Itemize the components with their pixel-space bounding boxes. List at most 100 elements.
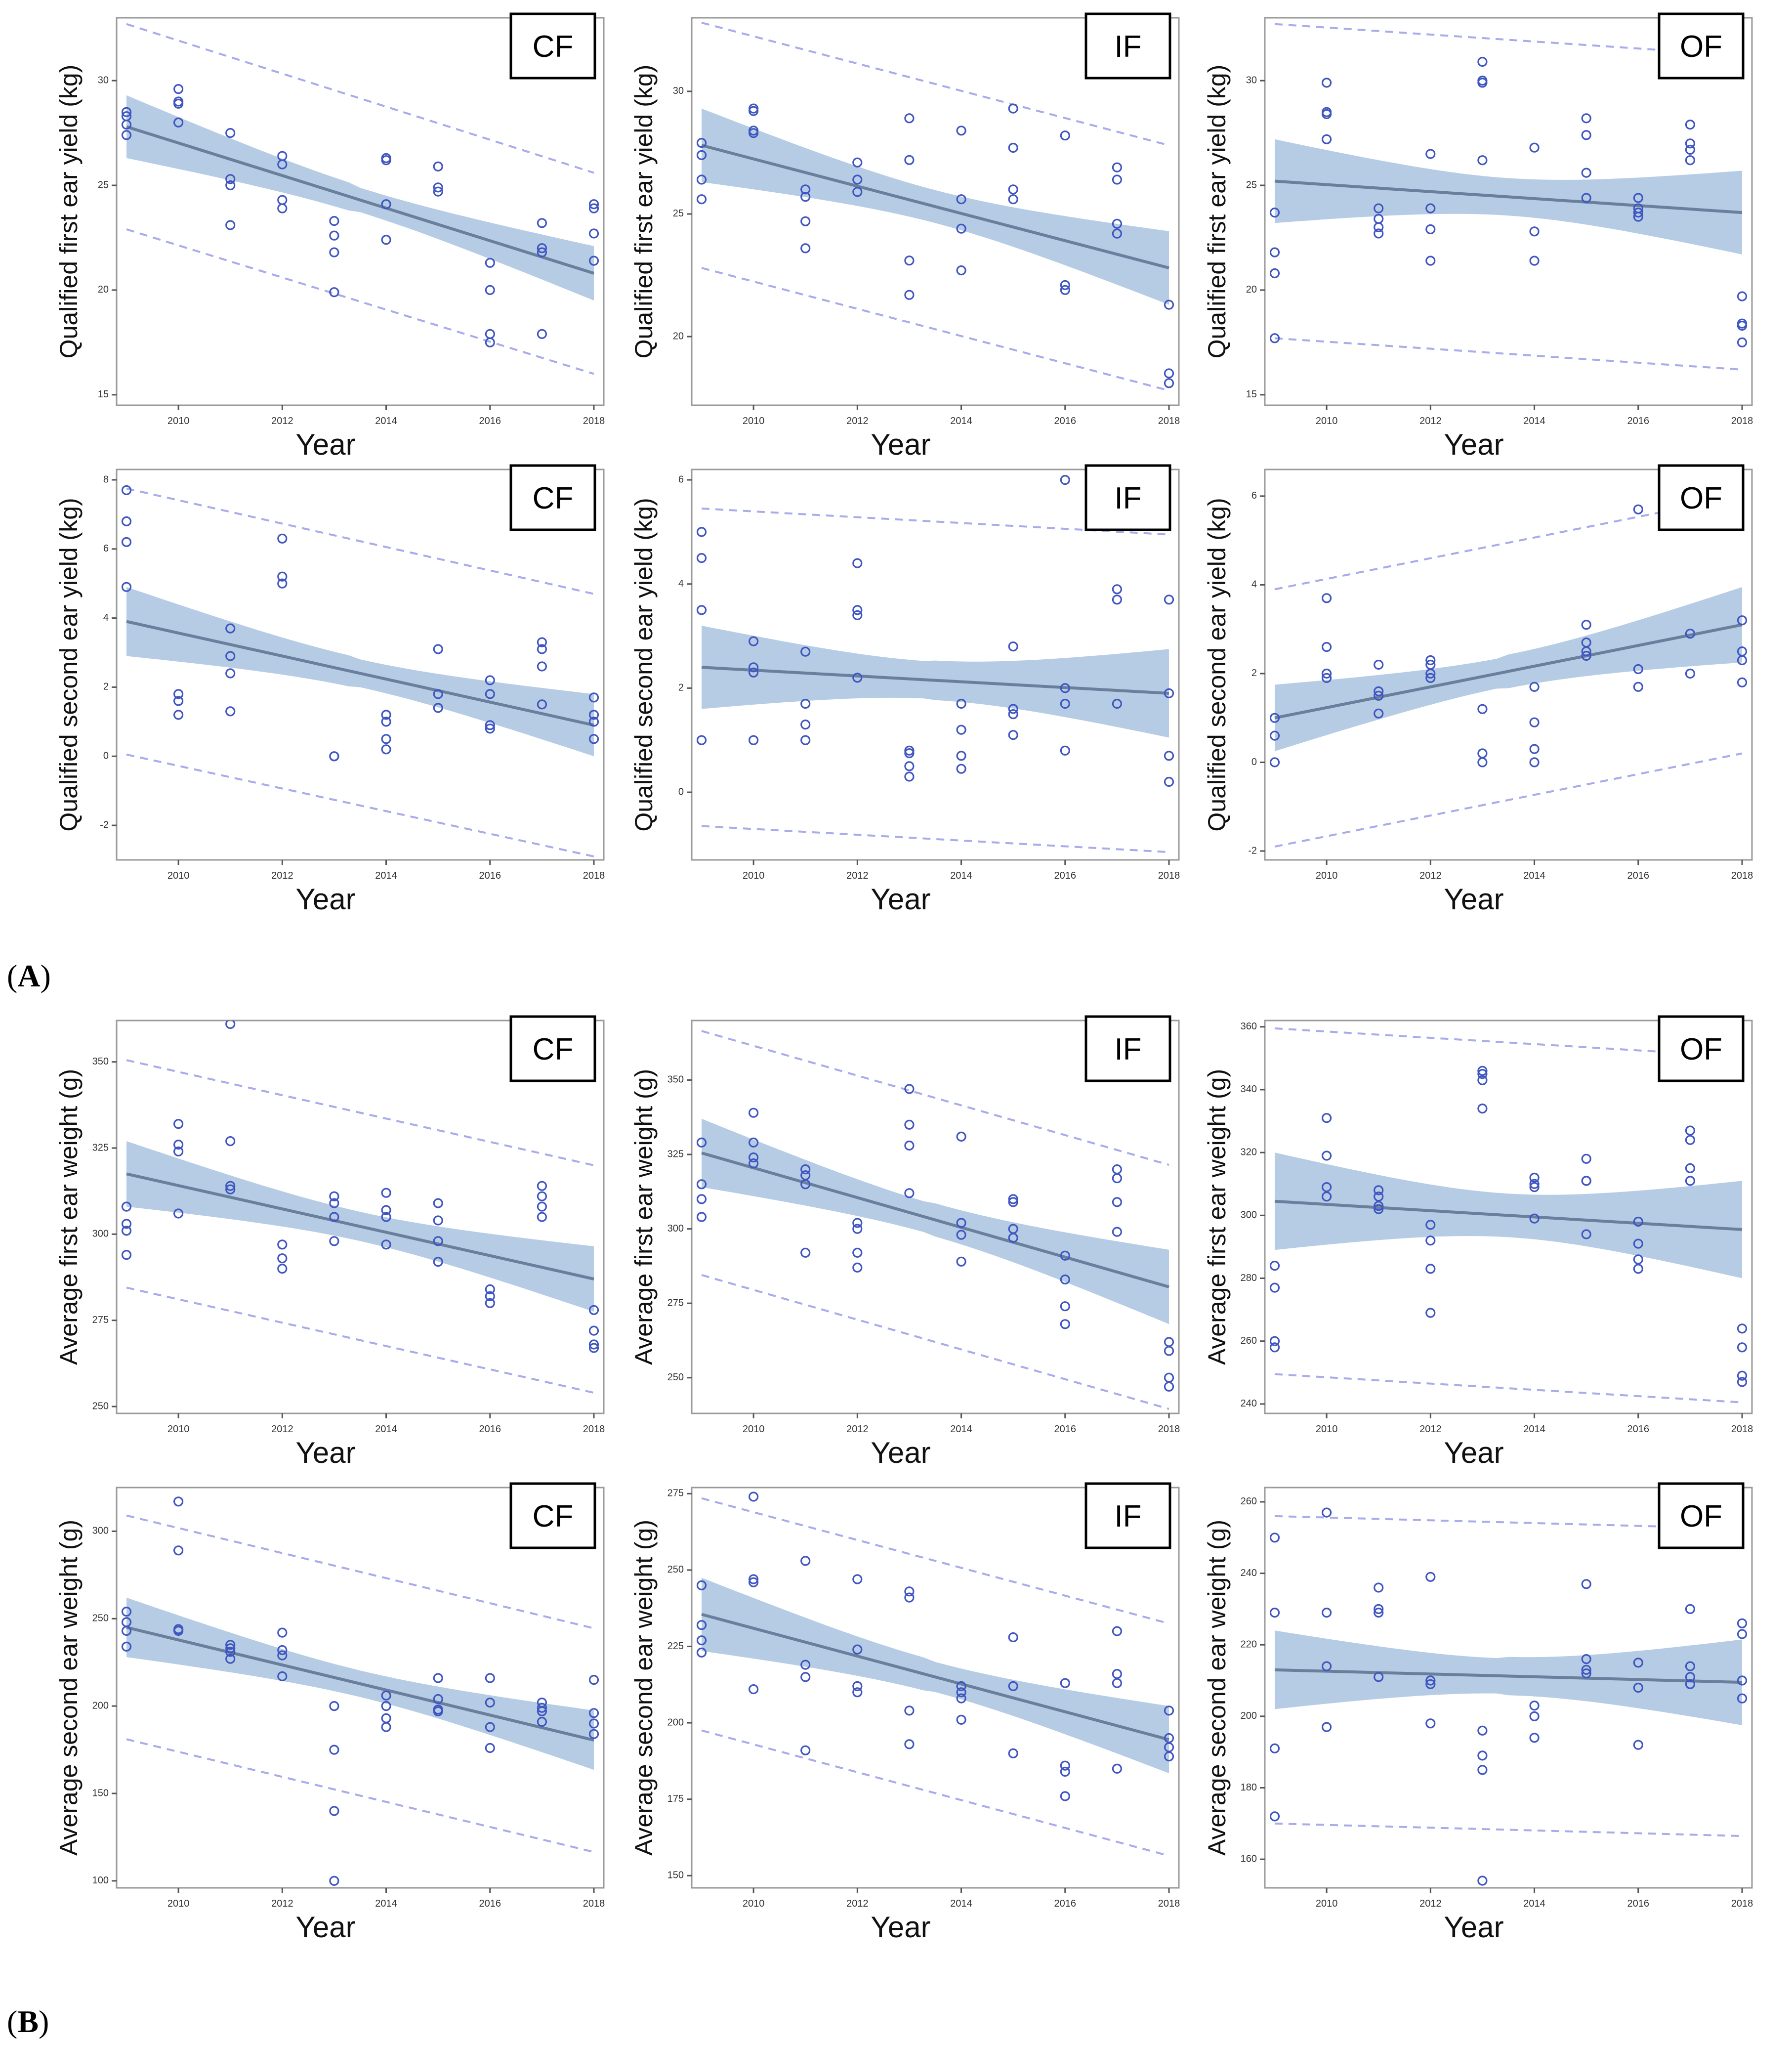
data-point <box>1008 103 1018 114</box>
data-point <box>956 1131 966 1142</box>
y-tick-label: 350 <box>667 1074 684 1085</box>
data-point <box>1112 1227 1122 1237</box>
data-point <box>225 1184 236 1194</box>
data-point <box>1269 208 1280 218</box>
data-point <box>277 1671 288 1682</box>
data-point <box>1269 333 1280 343</box>
x-tick-label: 2012 <box>846 416 869 426</box>
y-tick-label: 25 <box>98 179 109 190</box>
data-point <box>1164 1346 1174 1356</box>
data-point <box>696 1179 707 1190</box>
y-tick-label: 25 <box>673 208 684 219</box>
x-tick-label: 2018 <box>1731 416 1753 426</box>
data-point <box>225 1643 236 1654</box>
data-point <box>121 1201 132 1212</box>
y-tick-label: 0 <box>678 786 684 797</box>
prediction-lower-line <box>126 228 594 375</box>
x-axis-title: Year <box>1444 1436 1503 1469</box>
x-tick-label: 2012 <box>271 1898 293 1909</box>
x-tick-label: 2016 <box>1627 1898 1650 1909</box>
data-point <box>588 1325 599 1336</box>
data-point <box>485 1284 495 1294</box>
data-point <box>748 106 759 116</box>
x-tick-label: 2016 <box>479 416 501 426</box>
data-point <box>1112 1197 1122 1207</box>
x-axis-title: Year <box>871 883 930 916</box>
data-point <box>1060 1274 1070 1285</box>
y-tick-label: 350 <box>92 1056 109 1067</box>
data-point <box>121 1219 132 1229</box>
data-point <box>1633 1254 1643 1265</box>
chart-panel-cf-b-6: 250 275 300 325 350 2010 2012 2014 2016 2018 Year A… <box>55 1015 605 1469</box>
y-axis-title: Qualified first ear yield (kg) <box>55 65 83 359</box>
data-point <box>433 161 443 171</box>
y-tick-label: 30 <box>98 75 109 85</box>
data-point <box>1633 208 1643 218</box>
data-point <box>1737 677 1748 688</box>
data-point <box>1737 337 1748 348</box>
data-point <box>1164 1733 1174 1744</box>
data-point <box>381 1188 391 1198</box>
data-point <box>1581 1664 1591 1675</box>
x-tick-label: 2018 <box>583 1898 605 1909</box>
data-point <box>1374 203 1384 213</box>
data-point <box>800 1247 811 1258</box>
x-tick-label: 2014 <box>950 416 972 426</box>
data-point <box>696 1194 707 1204</box>
treatment-badge-label: CF <box>533 481 574 515</box>
data-point <box>904 113 915 124</box>
x-tick-label: 2014 <box>375 1424 397 1435</box>
y-tick-label: 275 <box>667 1297 684 1308</box>
y-axis-title: Qualified first ear yield (kg) <box>1203 65 1231 359</box>
data-point <box>1477 1104 1488 1114</box>
data-point <box>1008 1194 1018 1204</box>
data-point <box>121 107 132 117</box>
treatment-badge <box>1084 1482 1171 1549</box>
y-axis-title: Average first ear weight (g) <box>630 1069 658 1365</box>
regression-line <box>701 666 1169 695</box>
data-point <box>433 182 443 193</box>
data-point <box>1374 1201 1384 1211</box>
data-point <box>537 1212 547 1222</box>
data-point <box>1008 641 1018 652</box>
data-point <box>1060 1678 1070 1688</box>
data-point <box>1477 1725 1488 1736</box>
data-point <box>800 698 811 709</box>
data-point <box>1060 130 1070 141</box>
data-point <box>225 1136 236 1147</box>
y-tick-label: 280 <box>1241 1273 1257 1283</box>
data-point <box>852 187 863 197</box>
data-point <box>956 698 966 709</box>
treatment-badge <box>1084 464 1171 531</box>
data-point <box>800 719 811 730</box>
data-point <box>329 1875 339 1886</box>
y-tick-label: 260 <box>1241 1496 1257 1507</box>
data-point <box>1164 688 1174 699</box>
data-point <box>121 1641 132 1652</box>
data-point <box>1633 1740 1643 1750</box>
data-point <box>381 1205 391 1215</box>
data-point <box>1269 1743 1280 1753</box>
data-point <box>1425 668 1436 679</box>
data-point <box>748 662 759 673</box>
data-point <box>329 1191 339 1201</box>
data-point <box>1529 744 1540 754</box>
data-point <box>1737 655 1748 666</box>
data-point <box>381 1701 391 1711</box>
data-point <box>433 1215 443 1226</box>
data-point <box>1060 1301 1070 1312</box>
data-point <box>485 675 495 685</box>
data-point <box>1581 650 1591 661</box>
chart-panel-if-a-4: 0 2 4 6 2010 2012 2014 2016 2018 Year Qualified se… <box>630 464 1180 916</box>
data-point <box>1737 1323 1748 1334</box>
data-point <box>485 1743 495 1753</box>
data-point <box>1633 1682 1643 1693</box>
data-point <box>329 1212 339 1222</box>
data-point <box>1425 1572 1436 1582</box>
data-point <box>433 1694 443 1704</box>
data-point <box>537 1706 547 1716</box>
data-point <box>1374 1185 1384 1195</box>
data-point <box>1269 757 1280 767</box>
y-tick-label: 20 <box>673 331 684 341</box>
data-point <box>696 1647 707 1658</box>
